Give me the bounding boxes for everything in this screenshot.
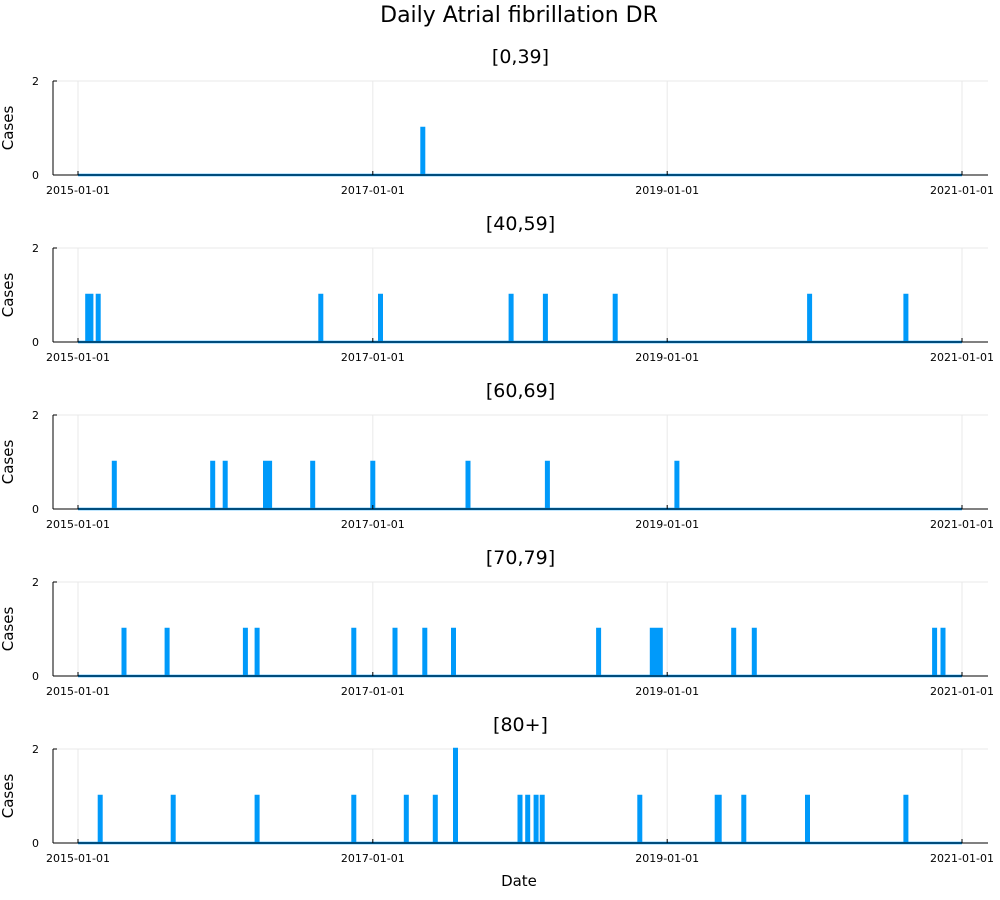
panel-title: [80+] [493, 714, 548, 736]
y-tick-label: 0 [32, 336, 39, 349]
panel-title: [60,69] [486, 380, 555, 402]
panel-title: [0,39] [492, 46, 549, 68]
panel-title: [40,59] [486, 213, 555, 235]
y-axis-label: Cases [0, 440, 17, 485]
x-axis-label: Date [501, 872, 537, 890]
y-tick-label: 2 [32, 576, 39, 589]
x-tick-label: 2017-01-01 [341, 351, 405, 364]
x-tick-label: 2015-01-01 [46, 685, 110, 698]
y-tick-label: 0 [32, 503, 39, 516]
y-axis-label: Cases [0, 106, 17, 151]
y-tick-label: 0 [32, 169, 39, 182]
x-tick-label: 2017-01-01 [341, 184, 405, 197]
chart-title: Daily Atrial fibrillation DR [380, 3, 658, 28]
x-tick-label: 2019-01-01 [635, 351, 699, 364]
y-axis-label: Cases [0, 774, 17, 819]
x-tick-label: 2021-01-01 [930, 852, 994, 865]
x-tick-label: 2019-01-01 [635, 685, 699, 698]
x-tick-label: 2017-01-01 [341, 518, 405, 531]
y-axis-label: Cases [0, 273, 17, 318]
panel-2: [60,69] 0 2 2015-01-01 2017-01-01 2019-01-01 2… [0, 380, 994, 531]
y-tick-label: 2 [32, 409, 39, 422]
series-line [78, 627, 962, 678]
series-line [78, 293, 962, 344]
panel-0: [0,39] 0 2 2015-01-01 2017-01-01 2019-01-01 20… [0, 46, 994, 197]
x-tick-label: 2021-01-01 [930, 184, 994, 197]
x-tick-label: 2019-01-01 [635, 184, 699, 197]
x-tick-label: 2015-01-01 [46, 184, 110, 197]
panel-title: [70,79] [486, 547, 555, 569]
y-tick-label: 0 [32, 670, 39, 683]
x-tick-label: 2021-01-01 [930, 351, 994, 364]
x-tick-label: 2019-01-01 [635, 852, 699, 865]
panel-3: [70,79] 0 2 2015-01-01 2017-01-01 2019-01-01 2… [0, 547, 994, 698]
x-tick-label: 2017-01-01 [341, 685, 405, 698]
series-line [78, 126, 962, 177]
series-line [78, 460, 962, 511]
x-tick-label: 2017-01-01 [341, 852, 405, 865]
y-tick-label: 0 [32, 837, 39, 850]
x-tick-label: 2015-01-01 [46, 518, 110, 531]
x-tick-label: 2021-01-01 [930, 518, 994, 531]
x-tick-label: 2015-01-01 [46, 351, 110, 364]
panel-4: [80+] 0 2 2015-01-01 2017-01-01 2019-01-01 202… [0, 714, 994, 865]
x-tick-label: 2015-01-01 [46, 852, 110, 865]
y-tick-label: 2 [32, 743, 39, 756]
panel-1: [40,59] 0 2 2015-01-01 2017-01-01 2019-01-01 2… [0, 213, 994, 364]
x-tick-label: 2021-01-01 [930, 685, 994, 698]
x-tick-label: 2019-01-01 [635, 518, 699, 531]
y-tick-label: 2 [32, 75, 39, 88]
y-axis-label: Cases [0, 607, 17, 652]
y-tick-label: 2 [32, 242, 39, 255]
